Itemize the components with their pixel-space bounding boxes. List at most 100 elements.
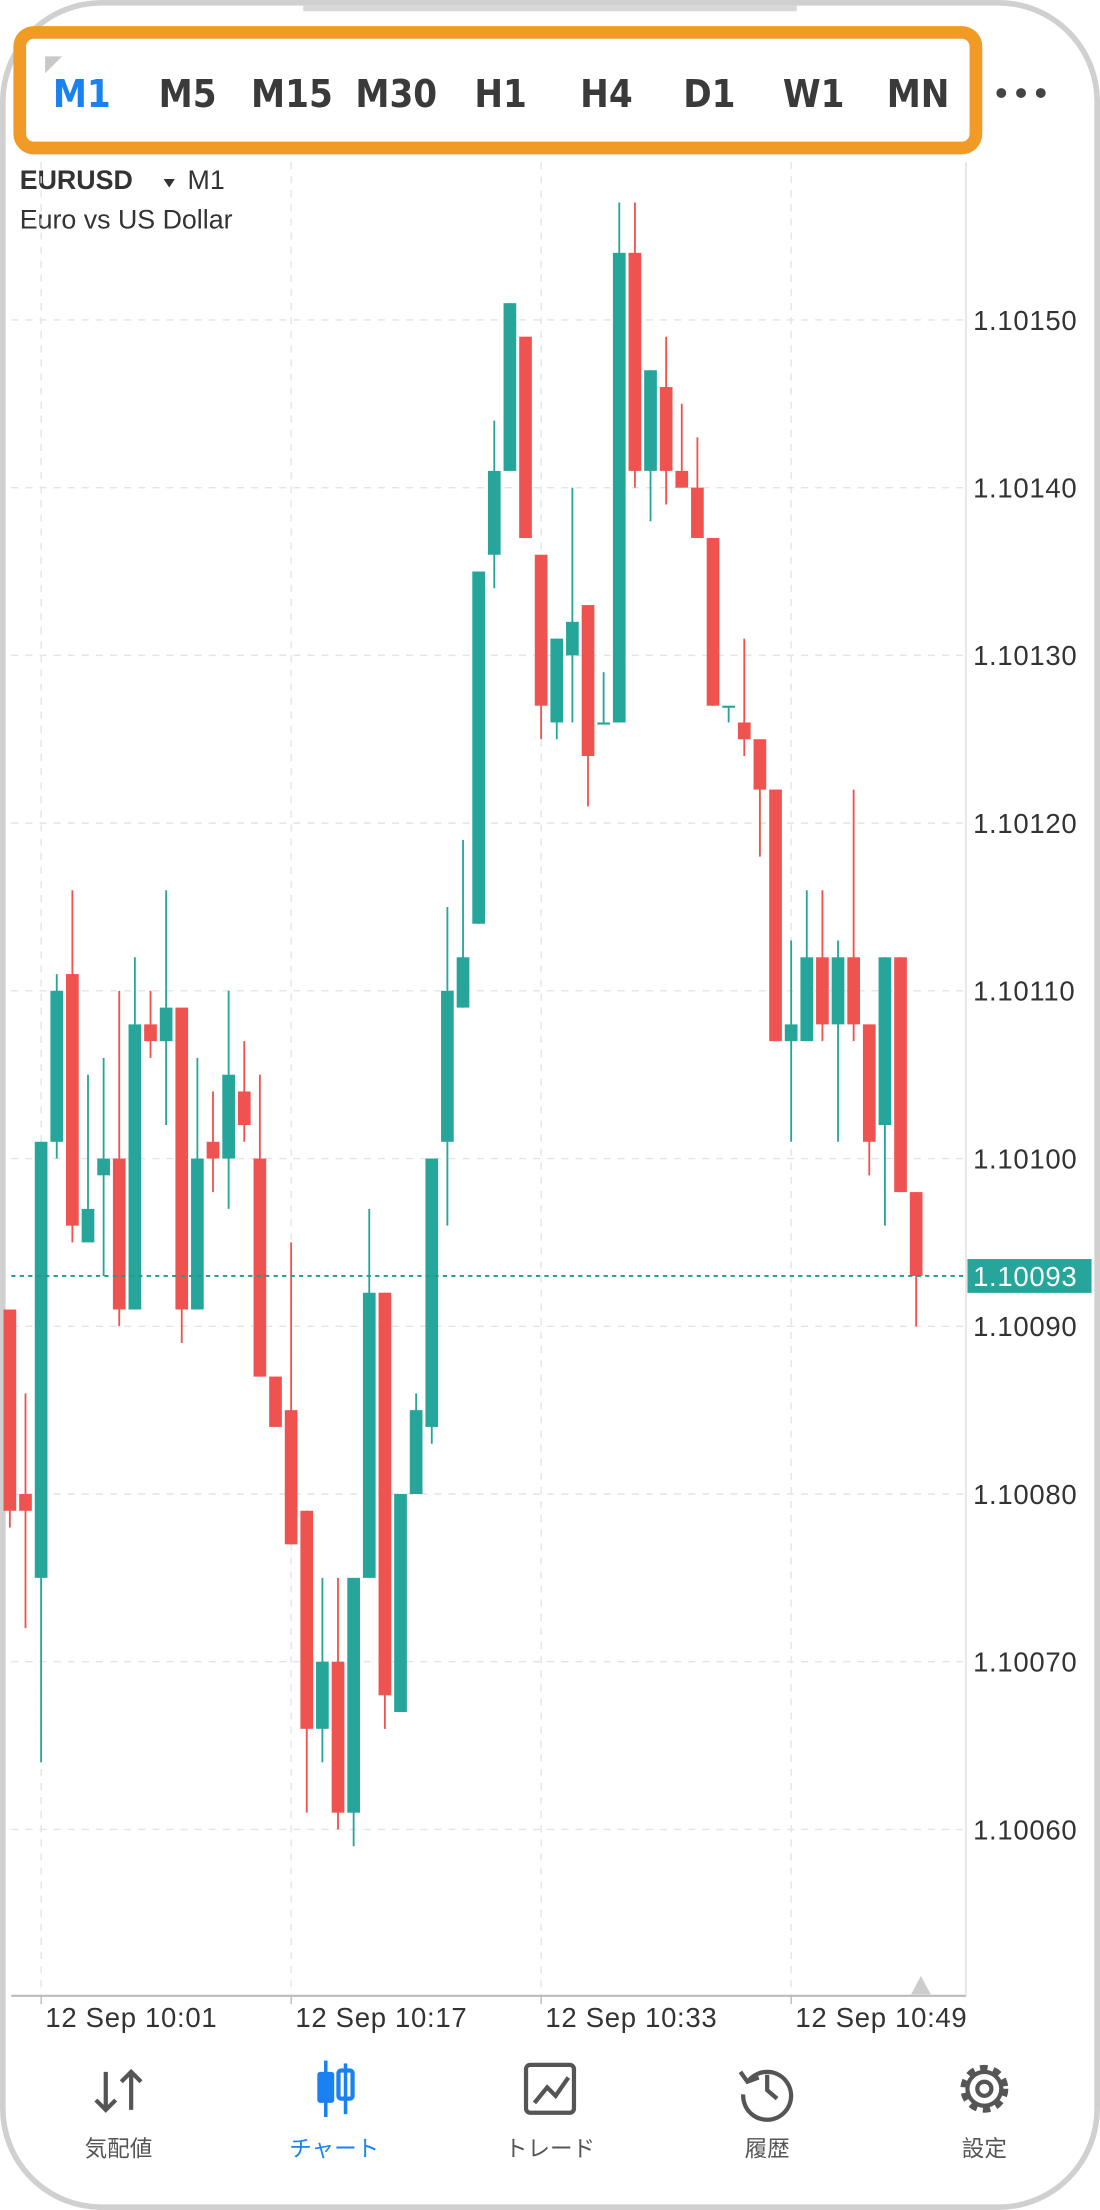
candle-body bbox=[628, 252, 642, 471]
nav-label[interactable]: 設定 bbox=[962, 2136, 1007, 2162]
x-tick-label: 12 Sep 10:17 bbox=[295, 2002, 467, 2033]
timeframe-button[interactable]: W1 bbox=[783, 72, 845, 116]
candle-body bbox=[847, 957, 861, 1025]
candle-body bbox=[378, 1292, 392, 1696]
timeframe-button[interactable]: MN bbox=[887, 72, 950, 116]
candle-body bbox=[284, 1410, 298, 1545]
timeframe-button[interactable]: M30 bbox=[355, 72, 437, 116]
candle-body bbox=[909, 1192, 923, 1276]
y-tick-label: 1.10140 bbox=[973, 473, 1077, 504]
candle-body bbox=[128, 1024, 142, 1310]
corner-mark bbox=[45, 56, 63, 74]
candle-body bbox=[269, 1376, 282, 1427]
candle-body bbox=[34, 1141, 48, 1578]
candle-body bbox=[581, 605, 595, 757]
nav-label[interactable]: 履歴 bbox=[745, 2136, 790, 2162]
candle-body bbox=[3, 1309, 17, 1511]
candle-body bbox=[737, 722, 751, 740]
y-tick-label: 1.10150 bbox=[973, 305, 1077, 336]
symbol-dropdown[interactable] bbox=[163, 178, 175, 188]
candle-body bbox=[441, 990, 454, 1142]
highlight-frame bbox=[13, 26, 983, 155]
candle-body bbox=[487, 470, 501, 555]
candle-body bbox=[316, 1661, 329, 1729]
candle-body bbox=[472, 571, 485, 924]
candle-body bbox=[237, 1091, 251, 1126]
nav-label[interactable]: チャート bbox=[289, 2136, 379, 2162]
candle-body bbox=[300, 1510, 314, 1729]
last-price-label: 1.10093 bbox=[973, 1261, 1077, 1292]
candle-body bbox=[66, 974, 79, 1226]
candle-body bbox=[144, 1024, 157, 1042]
trade-icon bbox=[523, 2062, 577, 2115]
candle-body bbox=[331, 1661, 345, 1813]
plot-area bbox=[3, 162, 967, 1998]
timeframe-bar: M1 M5 M15 M30 H1 H4 D1 W1 MN bbox=[13, 26, 1046, 155]
candle-body bbox=[394, 1494, 407, 1713]
candle-body bbox=[831, 957, 845, 1025]
candle-body bbox=[706, 537, 720, 706]
chart-icon bbox=[317, 2060, 355, 2117]
candle-body bbox=[597, 722, 610, 725]
y-tick-label: 1.10080 bbox=[973, 1479, 1077, 1510]
candle-body bbox=[753, 739, 767, 790]
candle-body bbox=[159, 1007, 173, 1042]
symbol-description: Euro vs US Dollar bbox=[20, 204, 233, 234]
y-tick-label: 1.10130 bbox=[973, 640, 1077, 671]
quotes-icon bbox=[94, 2068, 143, 2113]
candle-body bbox=[784, 1024, 798, 1042]
candle-body bbox=[862, 1024, 876, 1142]
more-dot[interactable] bbox=[996, 88, 1007, 98]
candle-body bbox=[644, 370, 657, 471]
candle-body bbox=[347, 1577, 360, 1813]
y-tick-label: 1.10120 bbox=[973, 808, 1077, 839]
candle-body bbox=[222, 1074, 235, 1159]
candle-body bbox=[456, 957, 470, 1008]
bottom-nav: 気配値 チャート トレード 履歴 設定 bbox=[85, 2060, 1009, 2162]
candle-body bbox=[550, 638, 564, 723]
candle-body bbox=[659, 387, 673, 471]
candle-body bbox=[191, 1158, 204, 1310]
candle-body bbox=[534, 554, 548, 706]
candle-body bbox=[722, 705, 735, 708]
more-dot[interactable] bbox=[1016, 88, 1026, 98]
x-tick-label: 12 Sep 10:01 bbox=[45, 2002, 217, 2033]
timeframe-button[interactable]: M1 bbox=[53, 72, 111, 116]
candle-body bbox=[19, 1494, 32, 1511]
timeframe-button[interactable]: H1 bbox=[474, 72, 526, 116]
candle-body bbox=[206, 1141, 220, 1159]
candle-body bbox=[503, 303, 517, 471]
candle-body bbox=[769, 789, 782, 1042]
y-tick-label: 1.10090 bbox=[973, 1311, 1077, 1342]
y-tick-label: 1.10070 bbox=[973, 1647, 1077, 1678]
candle-body bbox=[519, 336, 532, 538]
candle-body bbox=[409, 1410, 423, 1495]
y-tick-label: 1.10100 bbox=[973, 1143, 1077, 1174]
y-tick-label: 1.10110 bbox=[973, 976, 1075, 1007]
last-price-box bbox=[967, 1259, 1092, 1293]
symbol[interactable]: EURUSD bbox=[20, 165, 133, 195]
y-tick-label: 1.10060 bbox=[973, 1814, 1077, 1845]
timeframe-button[interactable]: M5 bbox=[159, 72, 217, 116]
timeframe-button[interactable]: D1 bbox=[683, 72, 735, 116]
timeframe-button[interactable]: M15 bbox=[251, 72, 333, 116]
candle-body bbox=[675, 470, 689, 488]
candle-body bbox=[81, 1208, 95, 1243]
x-tick-label: 12 Sep 10:33 bbox=[545, 2002, 717, 2033]
candle-body bbox=[612, 252, 626, 723]
candle-body bbox=[425, 1158, 439, 1427]
candle-body bbox=[175, 1007, 189, 1310]
candle-body bbox=[50, 990, 64, 1142]
more-dot[interactable] bbox=[1035, 88, 1046, 98]
candle-body bbox=[691, 487, 704, 538]
scroll-marker[interactable] bbox=[911, 1976, 931, 1995]
candle-body bbox=[97, 1158, 110, 1176]
candle-body bbox=[878, 957, 892, 1126]
nav-label[interactable]: トレード bbox=[505, 2136, 595, 2162]
timeframe-button[interactable]: H4 bbox=[580, 72, 632, 116]
candle-body bbox=[894, 957, 907, 1193]
nav-label[interactable]: 気配値 bbox=[85, 2136, 153, 2162]
history-icon bbox=[738, 2069, 794, 2122]
